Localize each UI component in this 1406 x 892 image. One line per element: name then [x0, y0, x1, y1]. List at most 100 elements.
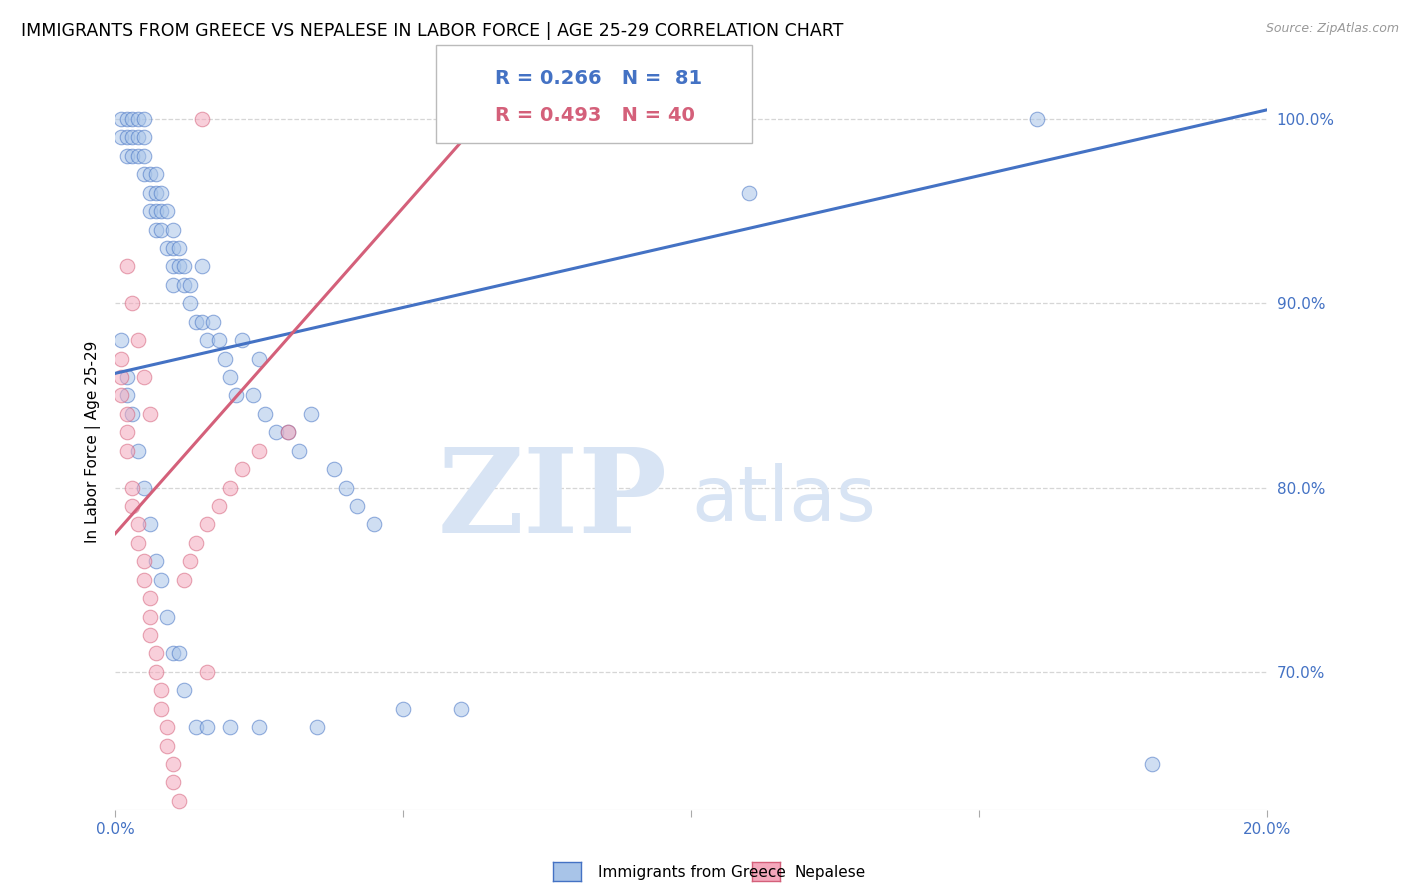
Point [162, 222, 184, 236]
Point [167, 647, 190, 661]
Point [156, 204, 179, 219]
Point [190, 260, 212, 274]
Point [162, 756, 184, 771]
Point [150, 222, 173, 236]
Point [219, 370, 242, 384]
Point [115, 425, 138, 440]
Point [115, 130, 138, 145]
Point [277, 425, 299, 440]
Text: R = 0.266   N =  81: R = 0.266 N = 81 [495, 69, 702, 87]
Point [139, 407, 162, 421]
Point [173, 683, 195, 698]
Point [145, 222, 167, 236]
Point [184, 536, 207, 550]
Point [150, 204, 173, 219]
Point [219, 720, 242, 734]
Point [145, 204, 167, 219]
Point [173, 573, 195, 587]
Point [145, 186, 167, 200]
Point [225, 388, 247, 402]
Text: Immigrants from Greece: Immigrants from Greece [598, 865, 786, 880]
Point [121, 149, 143, 163]
Point [115, 112, 138, 126]
Point [179, 554, 201, 568]
Point [162, 260, 184, 274]
Point [214, 351, 236, 366]
Point [121, 481, 143, 495]
Point [132, 554, 155, 568]
Point [139, 628, 162, 642]
Point [150, 683, 173, 698]
Point [127, 112, 149, 126]
Point [150, 573, 173, 587]
Point [139, 186, 162, 200]
Point [139, 517, 162, 532]
Point [195, 720, 218, 734]
Point [127, 443, 149, 458]
Point [162, 775, 184, 789]
Point [450, 702, 472, 716]
Point [190, 315, 212, 329]
Text: IMMIGRANTS FROM GREECE VS NEPALESE IN LABOR FORCE | AGE 25-29 CORRELATION CHART: IMMIGRANTS FROM GREECE VS NEPALESE IN LA… [21, 22, 844, 40]
Point [162, 647, 184, 661]
Point [363, 517, 385, 532]
Point [173, 277, 195, 292]
Point [253, 407, 276, 421]
Point [173, 260, 195, 274]
Point [156, 720, 179, 734]
Point [110, 112, 132, 126]
Point [115, 370, 138, 384]
Point [323, 462, 346, 476]
Point [184, 720, 207, 734]
Point [132, 481, 155, 495]
Point [132, 370, 155, 384]
Point [121, 407, 143, 421]
Point [145, 647, 167, 661]
Point [110, 388, 132, 402]
Point [247, 443, 270, 458]
Point [231, 462, 253, 476]
Point [184, 315, 207, 329]
Point [139, 609, 162, 624]
Point [110, 370, 132, 384]
Point [115, 407, 138, 421]
Point [179, 296, 201, 310]
Point [115, 388, 138, 402]
Point [202, 315, 225, 329]
Point [1025, 112, 1047, 126]
Point [132, 167, 155, 181]
Point [121, 296, 143, 310]
Point [208, 333, 231, 347]
Point [277, 425, 299, 440]
Point [150, 186, 173, 200]
Point [219, 481, 242, 495]
Point [288, 443, 311, 458]
Point [145, 167, 167, 181]
Text: ZIP: ZIP [439, 443, 668, 558]
Text: Nepalese: Nepalese [794, 865, 866, 880]
Y-axis label: In Labor Force | Age 25-29: In Labor Force | Age 25-29 [86, 341, 101, 542]
Point [115, 443, 138, 458]
Point [242, 388, 264, 402]
Point [127, 130, 149, 145]
Point [110, 130, 132, 145]
Point [132, 130, 155, 145]
Point [156, 241, 179, 255]
Point [156, 739, 179, 753]
Point [195, 517, 218, 532]
Point [335, 481, 357, 495]
Text: Source: ZipAtlas.com: Source: ZipAtlas.com [1265, 22, 1399, 36]
Point [150, 702, 173, 716]
Point [132, 149, 155, 163]
Point [1140, 756, 1163, 771]
Point [127, 536, 149, 550]
Point [208, 499, 231, 513]
Point [132, 112, 155, 126]
Point [132, 573, 155, 587]
Point [139, 591, 162, 606]
Point [346, 499, 368, 513]
Point [110, 351, 132, 366]
Point [110, 333, 132, 347]
Point [121, 112, 143, 126]
Point [231, 333, 253, 347]
